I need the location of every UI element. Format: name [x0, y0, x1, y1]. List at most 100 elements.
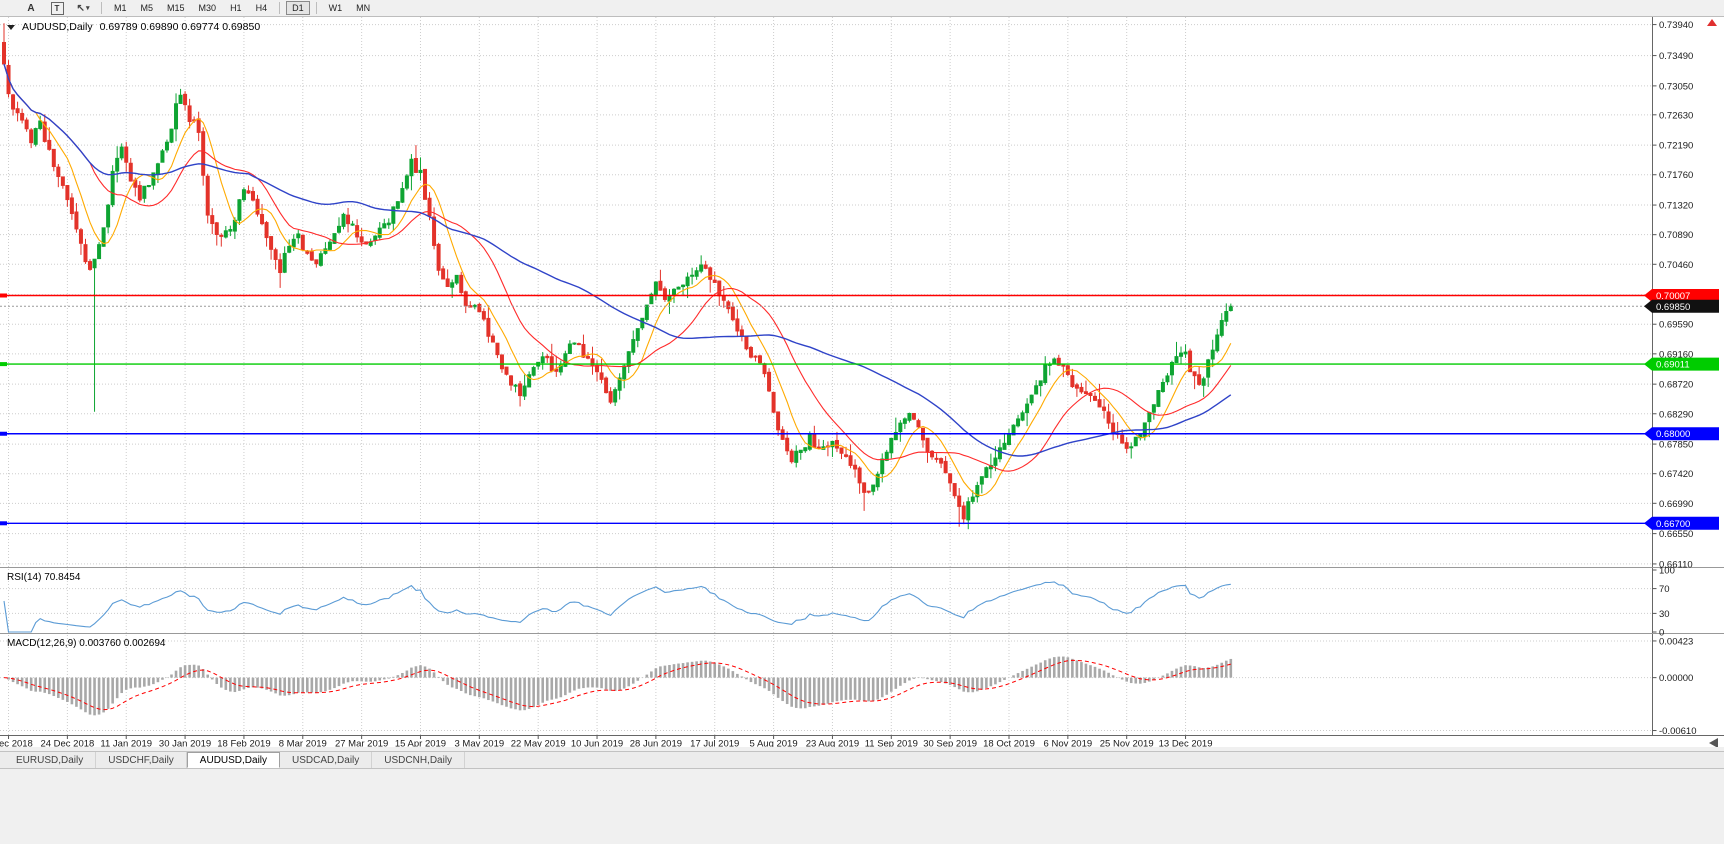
timeframe-button-mn[interactable]: MN	[356, 3, 371, 13]
candle	[97, 244, 102, 260]
candle	[269, 236, 274, 250]
candle	[11, 94, 16, 110]
price-chart[interactable]: 0.73940 0.73490 0.73050 0.72630 0.72190 0.717…	[0, 17, 1724, 750]
candle	[42, 121, 47, 142]
timeframe-button-d1[interactable]: D1	[286, 1, 310, 15]
timeframe-button-m5[interactable]: M5	[140, 3, 154, 13]
candle	[930, 450, 935, 458]
candle	[228, 229, 233, 232]
candle	[613, 389, 618, 403]
scroll-left-arrow-icon[interactable]	[1709, 738, 1718, 748]
toolbar-separator	[101, 2, 102, 14]
candle	[776, 411, 781, 431]
candle	[966, 501, 971, 521]
candle	[748, 346, 753, 358]
chart-symbol: AUDUSD,Daily	[22, 21, 93, 33]
scale-up-arrow-icon[interactable]	[1707, 19, 1717, 26]
candle	[563, 353, 568, 367]
candle	[993, 457, 998, 466]
rsi-label: RSI(14) 70.8454	[7, 572, 81, 583]
svg-text:6 Nov 2019: 6 Nov 2019	[1044, 739, 1093, 748]
candle	[866, 490, 871, 493]
label-tool-button[interactable]: T	[44, 1, 70, 16]
timeframe-button-h1[interactable]: H1	[230, 3, 242, 13]
chart-tab-usdcnh[interactable]: USDCNH,Daily	[372, 752, 466, 768]
ma-mid-line	[3, 63, 1232, 472]
candle	[839, 447, 844, 454]
candle	[169, 128, 174, 143]
candle	[961, 505, 966, 520]
candle	[762, 363, 767, 375]
timeframe-button-w1[interactable]: W1	[328, 3, 343, 13]
candle	[911, 412, 916, 420]
svg-text:18 Feb 2019: 18 Feb 2019	[217, 739, 270, 748]
candle	[1156, 390, 1161, 407]
candle	[948, 473, 953, 484]
candle	[15, 108, 20, 114]
candle	[409, 158, 414, 177]
candle	[1151, 404, 1156, 413]
candle	[1061, 364, 1066, 367]
candle	[418, 169, 423, 174]
candle	[1111, 422, 1116, 434]
candle	[1160, 382, 1165, 392]
candle	[604, 377, 609, 394]
svg-text:0.68000: 0.68000	[1656, 429, 1690, 440]
candle	[626, 351, 631, 367]
candle	[1120, 434, 1125, 444]
chart-tab-eurusd[interactable]: EURUSD,Daily	[4, 752, 97, 768]
candle	[260, 214, 265, 225]
svg-text:13 Dec 2019: 13 Dec 2019	[1159, 739, 1213, 748]
candle	[1206, 359, 1211, 378]
timeframe-button-m15[interactable]: M15	[167, 3, 185, 13]
svg-text:0.68720: 0.68720	[1659, 380, 1693, 391]
candle	[164, 141, 169, 151]
candle	[255, 198, 260, 215]
svg-text:0.73490: 0.73490	[1659, 51, 1693, 62]
chart-window[interactable]: 0.73940 0.73490 0.73050 0.72630 0.72190 0.717…	[0, 17, 1724, 750]
candle	[576, 343, 581, 346]
candle	[1038, 380, 1043, 387]
candle	[662, 288, 667, 300]
timeframe-button-h4[interactable]: H4	[255, 3, 268, 13]
chart-ohlc: 0.69789 0.69890 0.69774 0.69850	[99, 21, 261, 33]
candle	[495, 342, 500, 356]
svg-text:10 Jun 2019: 10 Jun 2019	[571, 739, 623, 748]
candle	[1088, 393, 1093, 397]
candle	[1183, 351, 1188, 355]
candle	[984, 467, 989, 478]
candle	[635, 328, 640, 341]
candle	[346, 214, 351, 225]
arrows-tool-button[interactable]: ↖ ▾	[70, 1, 96, 16]
axes[interactable]: 0.73940 0.73490 0.73050 0.72630 0.72190 0.717…	[0, 17, 1724, 750]
candle	[56, 166, 61, 177]
candle	[1011, 424, 1016, 436]
text-tool-button[interactable]: A	[27, 2, 35, 14]
rsi-line	[3, 581, 1231, 633]
candle	[1179, 352, 1184, 357]
candle	[174, 103, 179, 130]
candle	[744, 335, 749, 350]
candle	[753, 355, 758, 358]
toolbar-separator	[315, 2, 317, 14]
candle	[273, 249, 278, 260]
candle	[20, 112, 25, 121]
candle	[572, 342, 577, 345]
candle	[871, 484, 876, 492]
candle	[690, 274, 695, 277]
horizontal-level-lines[interactable]	[0, 293, 1652, 526]
candle	[1197, 374, 1202, 385]
candle	[463, 291, 468, 307]
svg-text:27 Mar 2019: 27 Mar 2019	[335, 739, 388, 748]
timeframe-button-m1[interactable]: M1	[114, 3, 127, 13]
chart-tab-audusd[interactable]: AUDUSD,Daily	[186, 752, 281, 768]
svg-text:0.66700: 0.66700	[1656, 519, 1690, 530]
candle	[712, 279, 717, 283]
candle	[934, 457, 939, 460]
candle	[721, 295, 726, 301]
chart-tab-usdcad[interactable]: USDCAD,Daily	[280, 752, 373, 768]
candle	[862, 482, 867, 493]
timeframe-button-m30[interactable]: M30	[198, 3, 217, 13]
chart-tab-usdchf[interactable]: USDCHF,Daily	[96, 752, 187, 768]
candle	[545, 355, 550, 359]
